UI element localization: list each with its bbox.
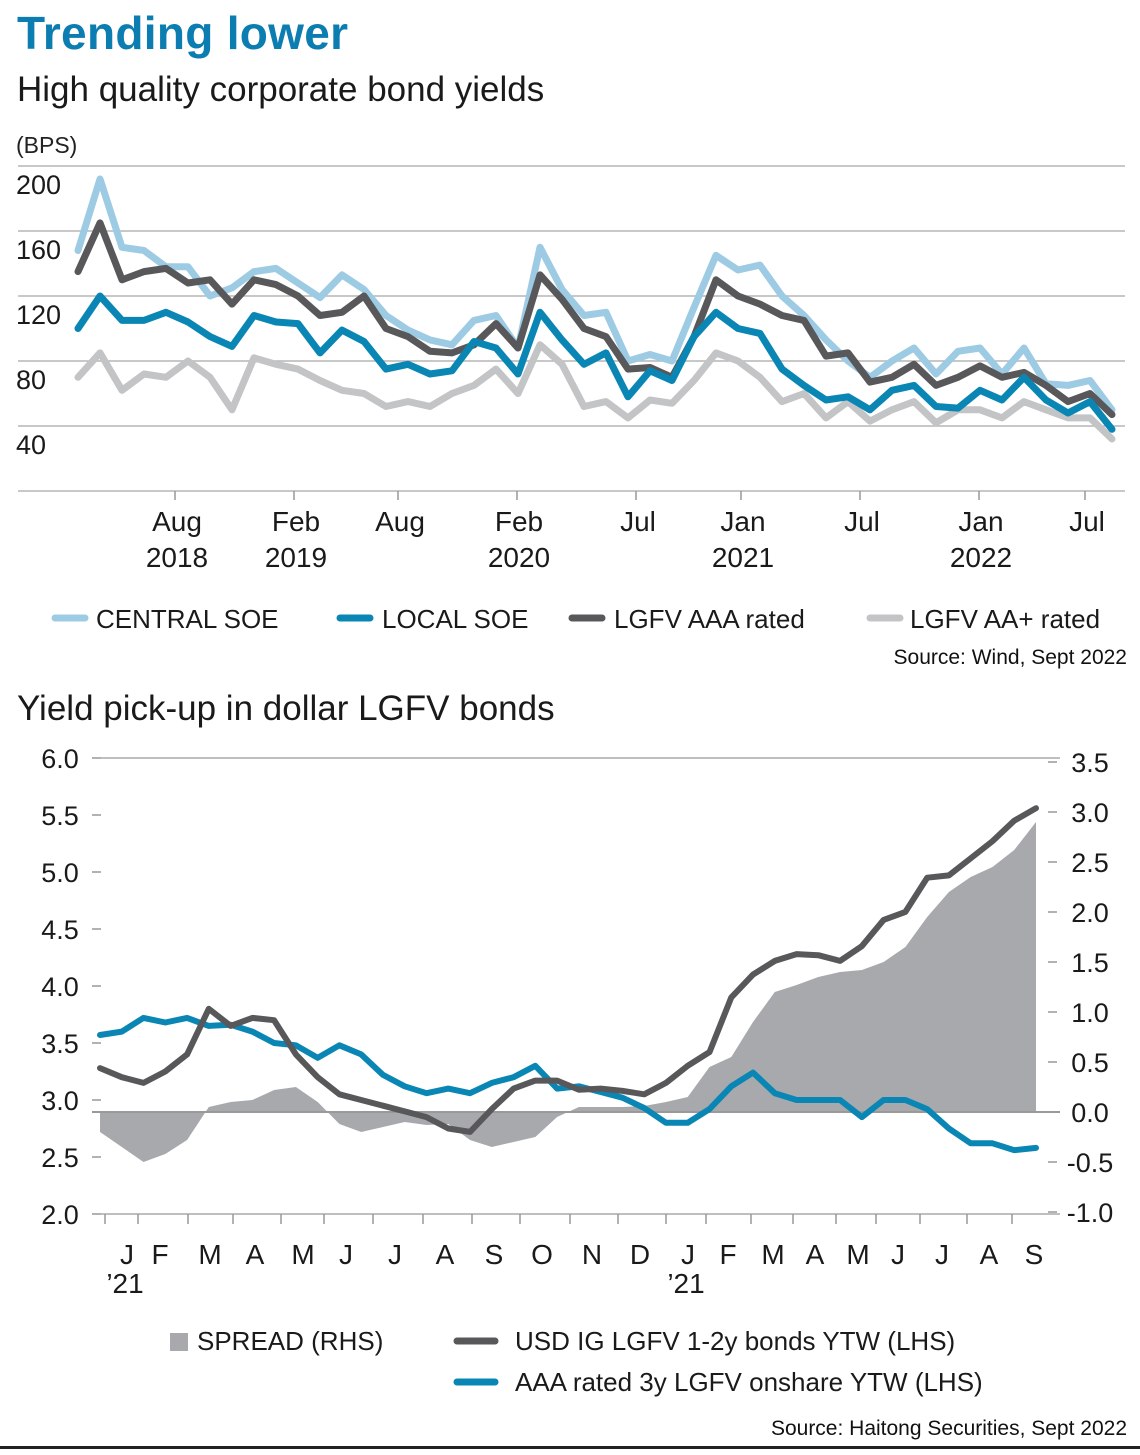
x-tick-label: J: [891, 1239, 905, 1270]
legend-swatch-spread: [170, 1333, 188, 1351]
chart-1-unit-label: (BPS): [16, 132, 78, 158]
x-tick-label: Jan: [958, 506, 1003, 537]
x-tick-label: Feb: [272, 506, 320, 537]
left-y-tick-label: 3.5: [41, 1029, 79, 1059]
y-tick-label: 40: [16, 430, 46, 460]
x-tick-year-label: 2021: [712, 542, 774, 573]
x-tick-label: J: [388, 1239, 402, 1270]
series-line-lgfv-aa-rated: [74, 341, 1116, 443]
chart-2-title: Yield pick-up in dollar LGFV bonds: [17, 689, 555, 728]
x-tick-label: D: [630, 1239, 650, 1270]
legend-label: LOCAL SOE: [382, 604, 528, 634]
right-y-tick-label: 3.0: [1071, 798, 1109, 828]
right-y-tick-label: 1.0: [1071, 998, 1109, 1028]
right-y-tick-label: 3.5: [1071, 748, 1109, 778]
series-line-local-soe: [74, 292, 1116, 433]
chart-1-title: High quality corporate bond yields: [17, 70, 545, 109]
x-tick-label: Jul: [844, 506, 880, 537]
legend-label: SPREAD (RHS): [197, 1326, 383, 1356]
legend-label: AAA rated 3y LGFV onshare YTW (LHS): [515, 1367, 983, 1397]
chart-1-source: Source: Wind, Sept 2022: [893, 646, 1127, 669]
left-y-tick-label: 3.0: [41, 1086, 79, 1116]
x-tick-label: M: [198, 1239, 221, 1270]
x-tick-label: A: [806, 1239, 825, 1270]
x-tick-label: M: [846, 1239, 869, 1270]
x-tick-year-label: 2018: [146, 542, 208, 573]
series-line-usd-ig-lgfv-1-2y-bonds-ytw-lhs-: [97, 805, 1039, 1135]
x-tick-year-label: 2020: [488, 542, 550, 573]
x-tick-label: Jul: [1069, 506, 1105, 537]
page-title: Trending lower: [17, 7, 349, 59]
x-tick-label: A: [436, 1239, 455, 1270]
x-tick-label: M: [291, 1239, 314, 1270]
right-y-tick-label: 0.5: [1071, 1048, 1109, 1078]
left-y-tick-label: 5.5: [41, 801, 79, 831]
x-tick-year-label: 2019: [265, 542, 327, 573]
right-y-tick-label: 2.0: [1071, 898, 1109, 928]
x-year-label: ’21: [106, 1268, 143, 1299]
x-tick-label: S: [485, 1239, 504, 1270]
legend-label: LGFV AAA rated: [614, 604, 805, 634]
right-y-tick-label: 2.5: [1071, 848, 1109, 878]
left-y-tick-label: 2.0: [41, 1200, 79, 1230]
right-y-tick-label: 0.0: [1071, 1098, 1109, 1128]
left-y-tick-label: 4.0: [41, 972, 79, 1002]
x-tick-label: F: [151, 1239, 168, 1270]
x-tick-label: J: [339, 1239, 353, 1270]
x-tick-label: N: [582, 1239, 602, 1270]
y-tick-label: 160: [16, 235, 61, 265]
x-tick-label: Jul: [620, 506, 656, 537]
y-tick-label: 120: [16, 300, 61, 330]
left-y-tick-label: 2.5: [41, 1143, 79, 1173]
x-tick-label: S: [1025, 1239, 1044, 1270]
y-tick-label: 200: [16, 170, 61, 200]
left-y-tick-label: 6.0: [41, 744, 79, 774]
x-tick-label: O: [531, 1239, 553, 1270]
y-tick-label: 80: [16, 365, 46, 395]
x-tick-label: M: [761, 1239, 784, 1270]
x-tick-label: J: [681, 1239, 695, 1270]
legend-label: USD IG LGFV 1-2y bonds YTW (LHS): [515, 1326, 955, 1356]
bottom-rule: [0, 1446, 1140, 1449]
x-tick-label: Jan: [720, 506, 765, 537]
x-tick-label: J: [120, 1239, 134, 1270]
series-line-central-soe: [74, 175, 1116, 414]
left-y-tick-label: 4.5: [41, 915, 79, 945]
legend-label: CENTRAL SOE: [96, 604, 279, 634]
legend-label: LGFV AA+ rated: [910, 604, 1100, 634]
x-year-label: ’21: [667, 1268, 704, 1299]
right-y-tick-label: 1.5: [1071, 948, 1109, 978]
right-y-tick-label: -1.0: [1067, 1198, 1114, 1228]
x-tick-label: J: [935, 1239, 949, 1270]
x-tick-label: A: [246, 1239, 265, 1270]
chart-2-source: Source: Haitong Securities, Sept 2022: [770, 1417, 1127, 1440]
x-tick-label: F: [719, 1239, 736, 1270]
series-line-lgfv-aaa-rated: [74, 219, 1116, 419]
x-tick-year-label: 2022: [950, 542, 1012, 573]
spread-area: [100, 822, 1036, 1162]
right-y-tick-label: -0.5: [1067, 1148, 1114, 1178]
x-tick-label: Aug: [152, 506, 202, 537]
x-tick-label: Feb: [495, 506, 543, 537]
left-y-tick-label: 5.0: [41, 858, 79, 888]
x-tick-label: Aug: [375, 506, 425, 537]
x-tick-label: A: [980, 1239, 999, 1270]
